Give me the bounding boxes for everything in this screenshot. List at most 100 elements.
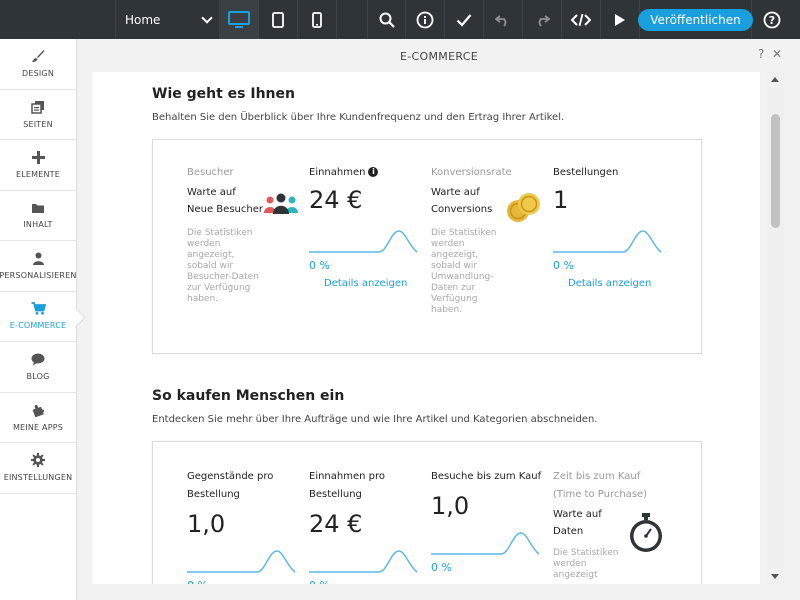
sidebar-item-inhalt[interactable]: INHALT (0, 191, 76, 241)
sidebar-item-meine-apps[interactable]: MEINE APPS (0, 393, 76, 443)
section-heading-overview: Wie geht es Ihnen (152, 86, 295, 102)
stat-time-to-purchase: Zeit bis zum Kauf (Time to Purchase) War… (553, 468, 693, 581)
note-line: zur Verfügung (187, 283, 251, 293)
stat-title: Einnahmen i (309, 166, 421, 180)
stat-waiting-line1: Warte auf (431, 187, 480, 198)
panel-close-button[interactable]: ✕ (772, 47, 783, 61)
stat-conversion: Konversionsrate Warte auf Conversions Di… (431, 166, 543, 316)
sidebar-item-design[interactable]: DESIGN (0, 39, 76, 90)
stat-orders: Bestellungen 1 0 % Details anzeigen (553, 166, 665, 289)
plus-icon (31, 150, 45, 164)
info-button[interactable] (406, 0, 445, 39)
stat-title-line2: (Time to Purchase) (553, 489, 648, 500)
publish-button[interactable]: Veröffentlichen (638, 8, 753, 31)
undo-button[interactable] (484, 0, 523, 39)
stat-percentage: 0 % (309, 259, 330, 272)
sidebar-item-seiten[interactable]: SEITEN (0, 90, 76, 140)
preview-button[interactable] (601, 0, 640, 39)
stat-value: 24 € (309, 186, 363, 214)
sidebar-item-elemente[interactable]: ELEMENTE (0, 140, 76, 191)
note-line: werden (431, 239, 465, 249)
stat-title-text: Einnahmen (309, 167, 366, 178)
code-icon (571, 13, 591, 26)
puzzle-icon (32, 404, 45, 417)
ecommerce-content: Wie geht es Ihnen Behalten Sie den Überb… (92, 72, 760, 584)
note-line: werden (187, 239, 221, 249)
gear-icon (31, 453, 45, 468)
sidebar-item-label: SEITEN (23, 119, 53, 129)
help-icon: ? (763, 11, 780, 28)
svg-text:?: ? (768, 14, 774, 27)
page-select-value: Home (125, 12, 161, 27)
stat-value: 1,0 (431, 492, 470, 520)
desktop-icon (228, 10, 250, 28)
sidebar-item-label: ELEMENTE (15, 169, 61, 179)
stat-title-line1: Einnahmen pro (309, 471, 386, 482)
revenue-sparkline (309, 230, 418, 253)
note-line: Besucher-Daten (187, 272, 259, 282)
orders-sparkline (553, 230, 662, 253)
help-button[interactable]: ? (752, 0, 791, 39)
brush-icon (32, 50, 45, 63)
redo-button[interactable] (523, 0, 562, 39)
stat-revenue-per-order: Einnahmen pro Bestellung 24 € 0 % (309, 468, 421, 584)
note-line: Umwandlung- (431, 272, 494, 282)
search-icon (379, 12, 395, 28)
stat-percentage: 0 % (187, 579, 299, 584)
stat-value: 24 € (309, 510, 363, 538)
code-button[interactable] (562, 0, 601, 39)
scrollbar-thumb[interactable] (771, 114, 780, 228)
folder-icon (32, 203, 44, 213)
content-scrollbar[interactable] (766, 72, 784, 584)
sidebar-item-e-commerce[interactable]: E-COMMERCE (0, 292, 76, 342)
note-line: sobald wir (431, 261, 478, 271)
section-subtitle-shopping: Entdecken Sie mehr über Ihre Aufträge un… (152, 414, 598, 425)
sidebar-item-personalisieren[interactable]: PERSONALISIEREN (0, 241, 76, 292)
sidebar-item-einstellungen[interactable]: EINSTELLUNGEN (0, 443, 76, 494)
stat-note: Die Statistiken werden angezeigt, sobald… (187, 228, 299, 305)
stat-title: Konversionsrate (431, 167, 512, 178)
tablet-view-button[interactable] (259, 0, 298, 39)
note-line: angezeigt, (187, 250, 235, 260)
undo-icon (495, 14, 507, 27)
stat-revenue: Einnahmen i 24 € 0 % Details anzeigen (309, 166, 421, 289)
person-icon (32, 252, 44, 265)
info-icon[interactable]: i (368, 167, 379, 177)
revenue-details-link[interactable]: Details anzeigen (324, 278, 408, 289)
sidebar-item-label: DESIGN (21, 69, 55, 79)
note-line: sobald wir (187, 261, 234, 271)
note-line: angezeigt, (431, 250, 479, 260)
stat-title-line1: Gegenstände pro (187, 471, 274, 482)
cart-icon (31, 302, 46, 315)
page-select[interactable]: Home (116, 0, 220, 39)
scroll-up-icon[interactable] (771, 77, 779, 82)
publish-area: Veröffentlichen (638, 0, 753, 39)
orders-details-link[interactable]: Details anzeigen (568, 278, 652, 289)
section-subtitle-overview: Behalten Sie den Überblick über Ihre Kun… (152, 112, 565, 123)
desktop-view-button[interactable] (220, 0, 259, 39)
sidebar-item-blog[interactable]: BLOG (0, 342, 76, 393)
stat-waiting-line2: Neue Besucher (187, 204, 263, 215)
search-button[interactable] (367, 0, 406, 39)
note-line: werden (553, 559, 587, 569)
sidebar-item-label: BLOG (26, 371, 50, 381)
scroll-down-icon[interactable] (771, 574, 779, 579)
note-line: Die Statistiken (553, 548, 619, 558)
sidebar-item-label: MEINE APPS (12, 422, 64, 432)
note-line: haben. (187, 294, 219, 304)
check-button[interactable] (445, 0, 484, 39)
stat-visitors: Besucher Warte auf Neue Besucher Die Sta… (187, 166, 299, 305)
sidebar-item-label: PERSONALISIEREN (0, 270, 77, 280)
note-line: Verfügung (431, 294, 478, 304)
top-toolbar: Home Veröffentlichen ? (0, 0, 800, 39)
note-line: Die Statistiken (187, 228, 253, 238)
note-line: Die Statistiken (431, 228, 497, 238)
stat-note: Die Statistiken werden angezeigt, sobald… (431, 228, 543, 316)
stat-title-line1: Zeit bis zum Kauf (553, 471, 641, 482)
panel-help-button[interactable]: ? (758, 47, 765, 61)
stat-title-line2: Bestellung (309, 489, 362, 500)
stat-value: 1,0 (187, 510, 226, 538)
stat-visits-to-purchase: Besuche bis zum Kauf 1,0 0 % (431, 468, 543, 574)
mobile-view-button[interactable] (298, 0, 337, 39)
shopping-card: Gegenstände pro Bestellung 1,0 0 % Einna… (152, 441, 702, 584)
